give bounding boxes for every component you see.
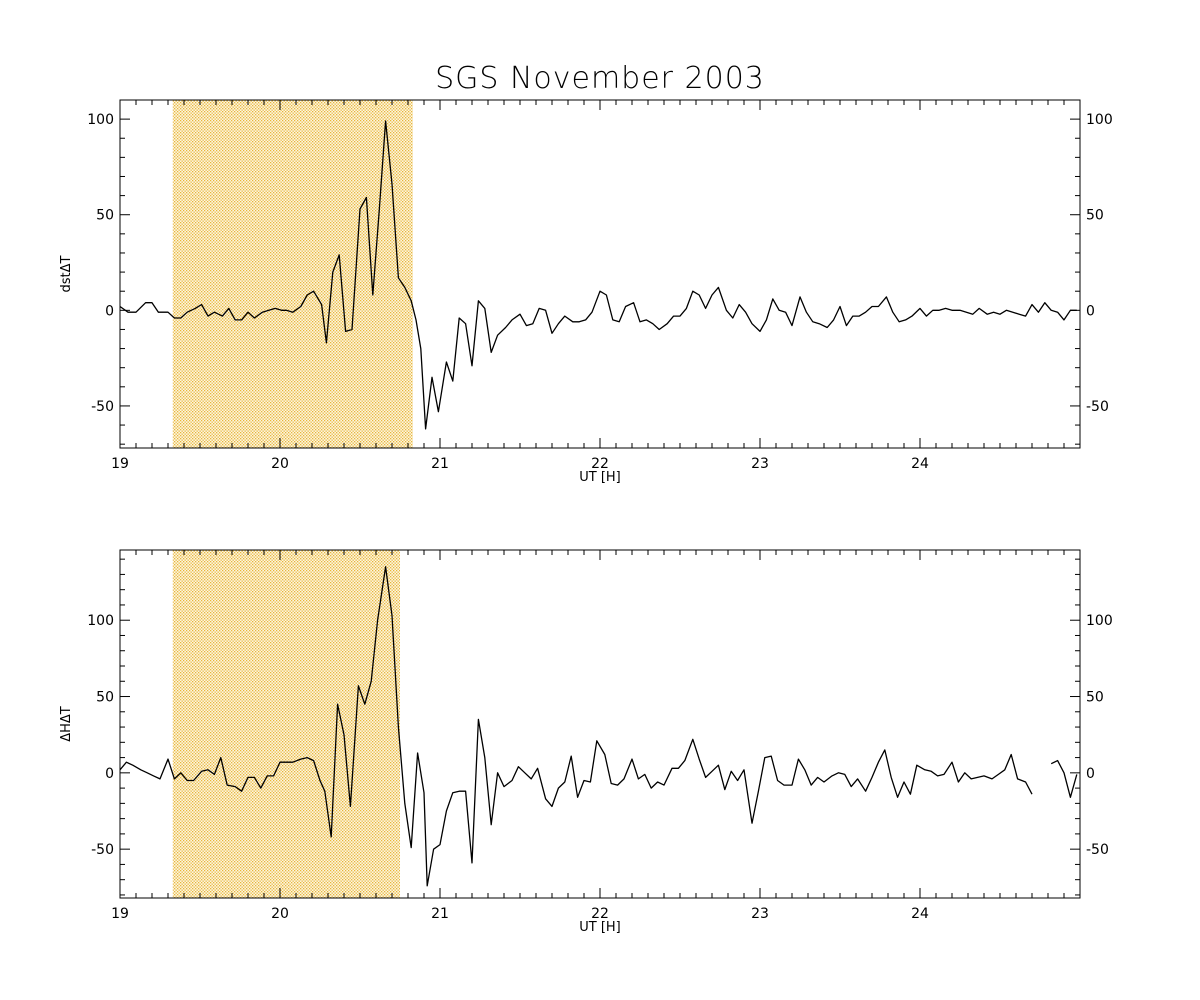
x-tick-label: 19	[111, 456, 129, 472]
y-tick-label-right: -50	[1086, 842, 1109, 858]
y-tick-label-right: -50	[1086, 399, 1109, 415]
y-tick-label-right: 0	[1086, 766, 1095, 782]
x-axis-label: UT [H]	[579, 920, 621, 935]
y-tick-label-right: 50	[1086, 690, 1104, 706]
bottom-panel: 19 20 21 22 23 24 -50 -50 0 0 50 50 100 100 UT [H] ΔHΔT	[59, 549, 1113, 935]
y-tick-label-right: 100	[1086, 613, 1113, 629]
y-tick-label-left: 50	[96, 208, 114, 224]
x-tick-label: 21	[431, 456, 449, 472]
x-tick-label: 22	[591, 456, 609, 472]
y-tick-label-right: 50	[1086, 208, 1104, 224]
y-tick-label-left: -50	[91, 842, 114, 858]
series-line-segment	[119, 566, 1033, 887]
y-tick-label-left: 0	[105, 766, 114, 782]
x-tick-label: 23	[751, 456, 769, 472]
x-tick-label: 23	[751, 906, 769, 922]
top-panel: 19 20 21 22 23 24 -50 -50 0 0 50 50 100 100 UT [H] dstΔ…	[59, 99, 1113, 485]
shaded-interval	[172, 550, 400, 898]
series-line-segment	[1050, 759, 1078, 798]
x-tick-label: 21	[431, 906, 449, 922]
x-tick-label: 22	[591, 906, 609, 922]
y-tick-label-left: 100	[87, 613, 114, 629]
x-tick-label: 20	[271, 906, 289, 922]
x-tick-label: 20	[271, 456, 289, 472]
y-tick-label-left: 0	[105, 303, 114, 319]
y-tick-label-left: 50	[96, 690, 114, 706]
x-tick-label: 19	[111, 906, 129, 922]
y-tick-label-left: 100	[87, 112, 114, 128]
y-axis-label: dstΔT	[59, 255, 74, 292]
chart-title: SGS November 2003	[435, 61, 765, 96]
x-axis-label: UT [H]	[579, 470, 621, 485]
y-tick-label-left: -50	[91, 399, 114, 415]
y-tick-label-right: 0	[1086, 303, 1095, 319]
shaded-interval	[172, 100, 413, 448]
y-tick-label-right: 100	[1086, 112, 1113, 128]
series-line-segment	[119, 120, 1077, 430]
y-axis-label: ΔHΔT	[59, 706, 74, 742]
x-tick-label: 24	[911, 906, 929, 922]
x-tick-label: 24	[911, 456, 929, 472]
